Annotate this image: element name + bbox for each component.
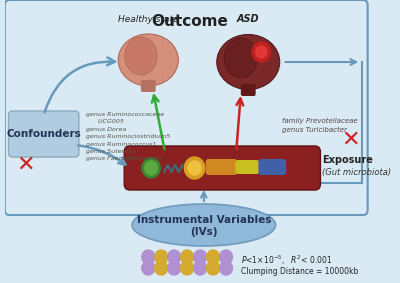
FancyArrowPatch shape	[201, 192, 206, 201]
Text: Confounders: Confounders	[6, 129, 81, 139]
Ellipse shape	[125, 37, 157, 75]
Text: Exposure: Exposure	[322, 155, 373, 165]
Circle shape	[142, 250, 155, 264]
Text: Outcome: Outcome	[152, 14, 228, 29]
Text: (Gut microbiota): (Gut microbiota)	[322, 168, 392, 177]
Circle shape	[184, 157, 205, 179]
Text: Healthy state: Healthy state	[118, 15, 178, 24]
Circle shape	[188, 161, 201, 175]
Text: ASD: ASD	[237, 14, 260, 24]
Ellipse shape	[224, 38, 258, 78]
Text: Instrumental Variables: Instrumental Variables	[137, 215, 271, 225]
Circle shape	[181, 261, 194, 275]
Circle shape	[220, 250, 232, 264]
FancyBboxPatch shape	[8, 111, 79, 157]
Circle shape	[155, 261, 168, 275]
Circle shape	[194, 250, 206, 264]
FancyArrowPatch shape	[44, 57, 115, 112]
Circle shape	[256, 46, 267, 58]
Ellipse shape	[217, 35, 280, 89]
FancyArrowPatch shape	[236, 98, 243, 149]
FancyBboxPatch shape	[124, 146, 320, 190]
Circle shape	[144, 161, 158, 175]
FancyArrowPatch shape	[285, 59, 356, 65]
Text: family Prevotellaceae
genus Turicibacter: family Prevotellaceae genus Turicibacter	[282, 118, 358, 133]
FancyBboxPatch shape	[258, 159, 286, 175]
Text: (IVs): (IVs)	[190, 227, 218, 237]
Circle shape	[181, 250, 194, 264]
Circle shape	[168, 261, 181, 275]
Text: Clumping Distance = 10000kb: Clumping Distance = 10000kb	[241, 267, 358, 276]
Text: genus Ruminococcaceae
      UCG005
genus Dorea
genus Ruminoclostridium5
genus Ru: genus Ruminococcaceae UCG005 genus Dorea…	[86, 112, 170, 161]
Circle shape	[155, 250, 168, 264]
FancyBboxPatch shape	[141, 80, 156, 92]
Circle shape	[206, 250, 220, 264]
Circle shape	[142, 261, 155, 275]
Circle shape	[220, 261, 232, 275]
Text: ✕: ✕	[16, 155, 34, 175]
Text: $P$<1×10$^{-5}$,   $R^2$< 0.001: $P$<1×10$^{-5}$, $R^2$< 0.001	[241, 253, 332, 267]
FancyBboxPatch shape	[235, 160, 259, 174]
Ellipse shape	[118, 34, 178, 86]
FancyBboxPatch shape	[206, 159, 237, 175]
Text: ✕: ✕	[341, 130, 359, 150]
FancyArrowPatch shape	[152, 95, 164, 149]
Ellipse shape	[132, 204, 276, 246]
Circle shape	[252, 42, 270, 62]
Circle shape	[142, 158, 160, 178]
FancyBboxPatch shape	[241, 84, 256, 96]
FancyArrowPatch shape	[78, 145, 126, 164]
Circle shape	[206, 261, 220, 275]
FancyBboxPatch shape	[5, 0, 368, 215]
Circle shape	[194, 261, 206, 275]
Circle shape	[168, 250, 181, 264]
